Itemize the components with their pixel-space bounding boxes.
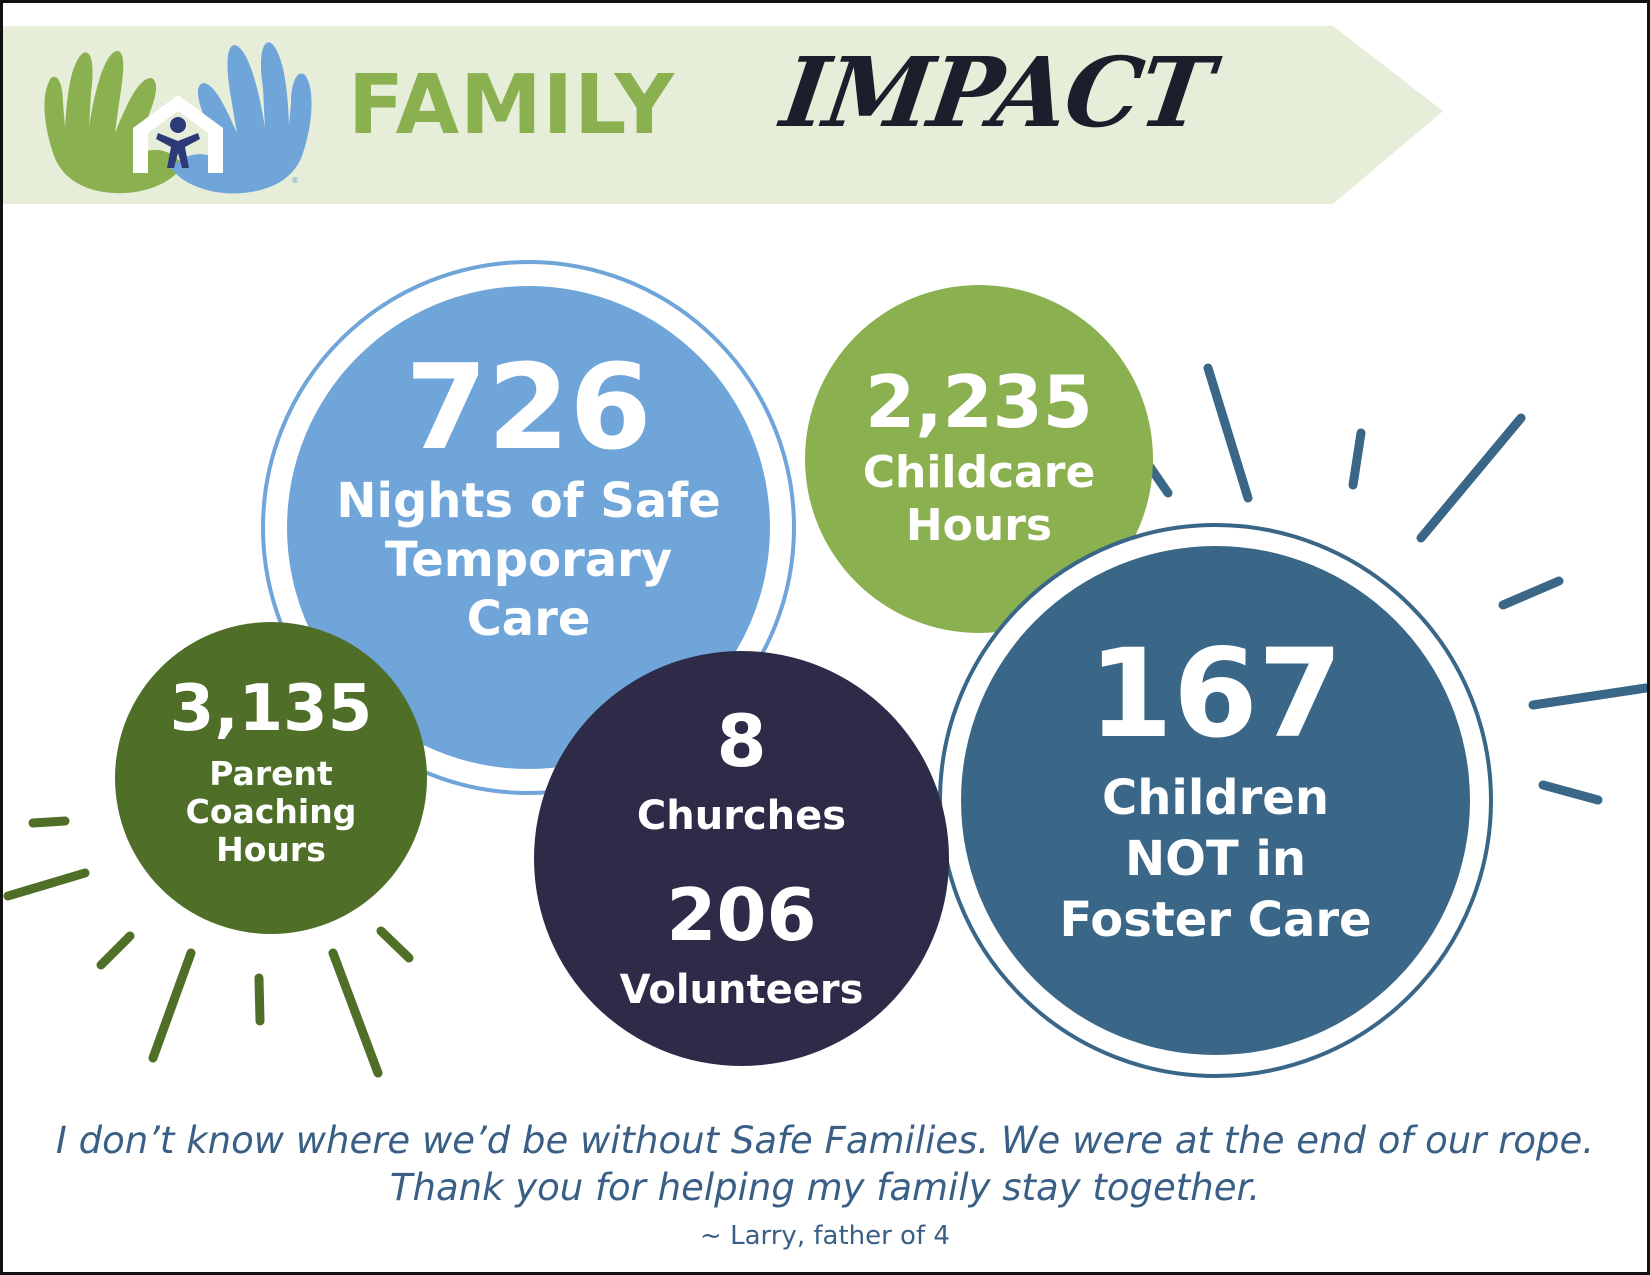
testimonial-line2: Thank you for helping my family stay tog… <box>389 1166 1261 1209</box>
coaching-value: 3,135 <box>169 672 373 747</box>
decorative-rays <box>3 363 1647 1078</box>
header-title-family: FAMILY <box>348 58 676 153</box>
children-circle: 167 Children NOT in Foster Care <box>961 546 1470 1055</box>
green-ray <box>28 816 70 828</box>
coaching-label-line2: Coaching <box>185 792 357 832</box>
green-ray <box>254 973 265 1026</box>
churches-value: 8 <box>716 698 767 783</box>
green-ray <box>96 931 135 970</box>
children-value: 167 <box>1088 622 1343 765</box>
blue-ray <box>1498 576 1564 610</box>
coaching-label-line3: Hours <box>216 829 326 869</box>
churches-volunteers-circle: 8 Churches 206 Volunteers <box>534 651 949 1066</box>
churches-label: Churches <box>636 792 847 839</box>
testimonial-attribution: ~ Larry, father of 4 <box>700 1221 950 1251</box>
blue-ray <box>1538 780 1603 805</box>
nights-label-line3: Care <box>466 591 591 648</box>
green-ray <box>3 868 90 901</box>
childcare-label-line2: Hours <box>905 500 1053 551</box>
green-ray <box>148 948 196 1063</box>
header-banner <box>3 26 1443 204</box>
children-label-line2: NOT in <box>1124 830 1307 887</box>
nights-value: 726 <box>405 337 652 476</box>
hands-house-child-icon: ® <box>44 42 312 194</box>
volunteers-label: Volunteers <box>619 966 864 1013</box>
coaching-circle: 3,135 Parent Coaching Hours <box>115 622 427 934</box>
blue-ray <box>1203 363 1253 503</box>
svg-text:®: ® <box>291 176 299 185</box>
nights-label-line2: Temporary <box>384 531 673 588</box>
volunteers-value: 206 <box>666 872 817 957</box>
nights-label-line1: Nights of Safe <box>336 472 721 529</box>
blue-ray <box>1348 428 1366 490</box>
childcare-value: 2,235 <box>865 360 1093 445</box>
coaching-label-line1: Parent <box>209 754 333 794</box>
green-ray <box>328 948 383 1078</box>
children-label-line3: Foster Care <box>1059 892 1372 949</box>
blue-ray <box>1528 683 1647 710</box>
children-label-line1: Children <box>1101 769 1330 826</box>
blue-ray <box>1416 413 1526 543</box>
testimonial-line1: I don’t know where we’d be without Safe … <box>55 1119 1595 1162</box>
nights-ring <box>261 260 796 795</box>
green-ray <box>376 926 414 963</box>
childcare-label-line1: Childcare <box>862 447 1096 499</box>
